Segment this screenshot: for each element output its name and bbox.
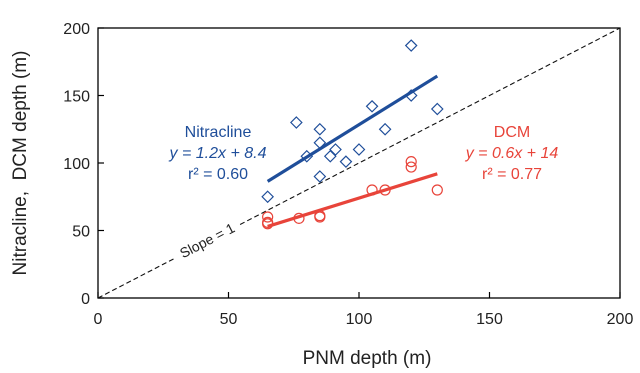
x-tick-label: 200 — [607, 311, 634, 328]
dcm-point — [314, 210, 326, 222]
dcm-annotation-name: DCM — [494, 124, 530, 141]
fit-lines — [266, 74, 439, 228]
y-tick-label: 0 — [81, 291, 90, 308]
nitracline-point — [261, 190, 274, 204]
nitracline-point — [339, 155, 353, 168]
fit-line-dcm — [267, 172, 438, 228]
axes: 0 50 100 150 200 0 50 100 150 200 PNM depth (m) Nit… — [10, 21, 633, 369]
nitracline-point — [404, 89, 418, 102]
x-tick-label: 0 — [94, 311, 103, 328]
nitracline-point — [329, 143, 342, 156]
dcm-point — [293, 212, 305, 224]
y-tick-label: 100 — [63, 156, 90, 173]
data-points — [261, 39, 444, 230]
nitracline-point — [365, 99, 379, 113]
annotations: Nitracline y = 1.2x + 8.4 r² = 0.60 DCM y = … — [169, 124, 559, 183]
dcm-point — [405, 156, 417, 168]
nitracline-point — [313, 122, 327, 136]
x-tick-label: 100 — [346, 311, 373, 328]
slope-label-group: Slope = 1 — [170, 214, 243, 265]
nitracline-point — [313, 136, 327, 150]
y-tick-label: 50 — [72, 224, 90, 241]
x-tick-label: 150 — [476, 311, 503, 328]
dcm-point — [366, 184, 378, 196]
nitracline-point — [352, 143, 366, 156]
dcm-point — [379, 184, 391, 196]
dcm-annotation-equation: y = 0.6x + 14 — [465, 145, 559, 162]
nitracline-point — [290, 116, 303, 129]
nitracline-annotation-name: Nitracline — [185, 124, 252, 141]
nitracline-point — [300, 149, 314, 163]
x-axis-label: PNM depth (m) — [303, 348, 432, 369]
y-tick-label: 200 — [63, 21, 90, 38]
dcm-point — [405, 161, 417, 173]
reference-line-group: Slope = 1 — [97, 27, 621, 299]
dcm-point — [431, 184, 443, 196]
nitracline-point — [323, 149, 337, 163]
nitracline-point — [430, 102, 444, 116]
x-tick-label: 50 — [220, 311, 238, 328]
y-axis-label: Nitracline, DCM depth (m) — [10, 51, 31, 276]
dcm-annotation-r2: r² = 0.77 — [482, 166, 542, 183]
nitracline-annotation-r2: r² = 0.60 — [188, 166, 248, 183]
slope-label-background — [170, 214, 243, 265]
nitracline-annotation-equation: y = 1.2x + 8.4 — [169, 145, 267, 162]
nitracline-point — [313, 170, 327, 183]
nitracline-point — [404, 39, 418, 52]
dcm-point — [262, 211, 274, 223]
fit-line-nitracline — [266, 74, 439, 183]
y-tick-label: 150 — [63, 89, 90, 106]
dcm-point — [262, 216, 274, 228]
nitracline-point — [378, 122, 392, 136]
